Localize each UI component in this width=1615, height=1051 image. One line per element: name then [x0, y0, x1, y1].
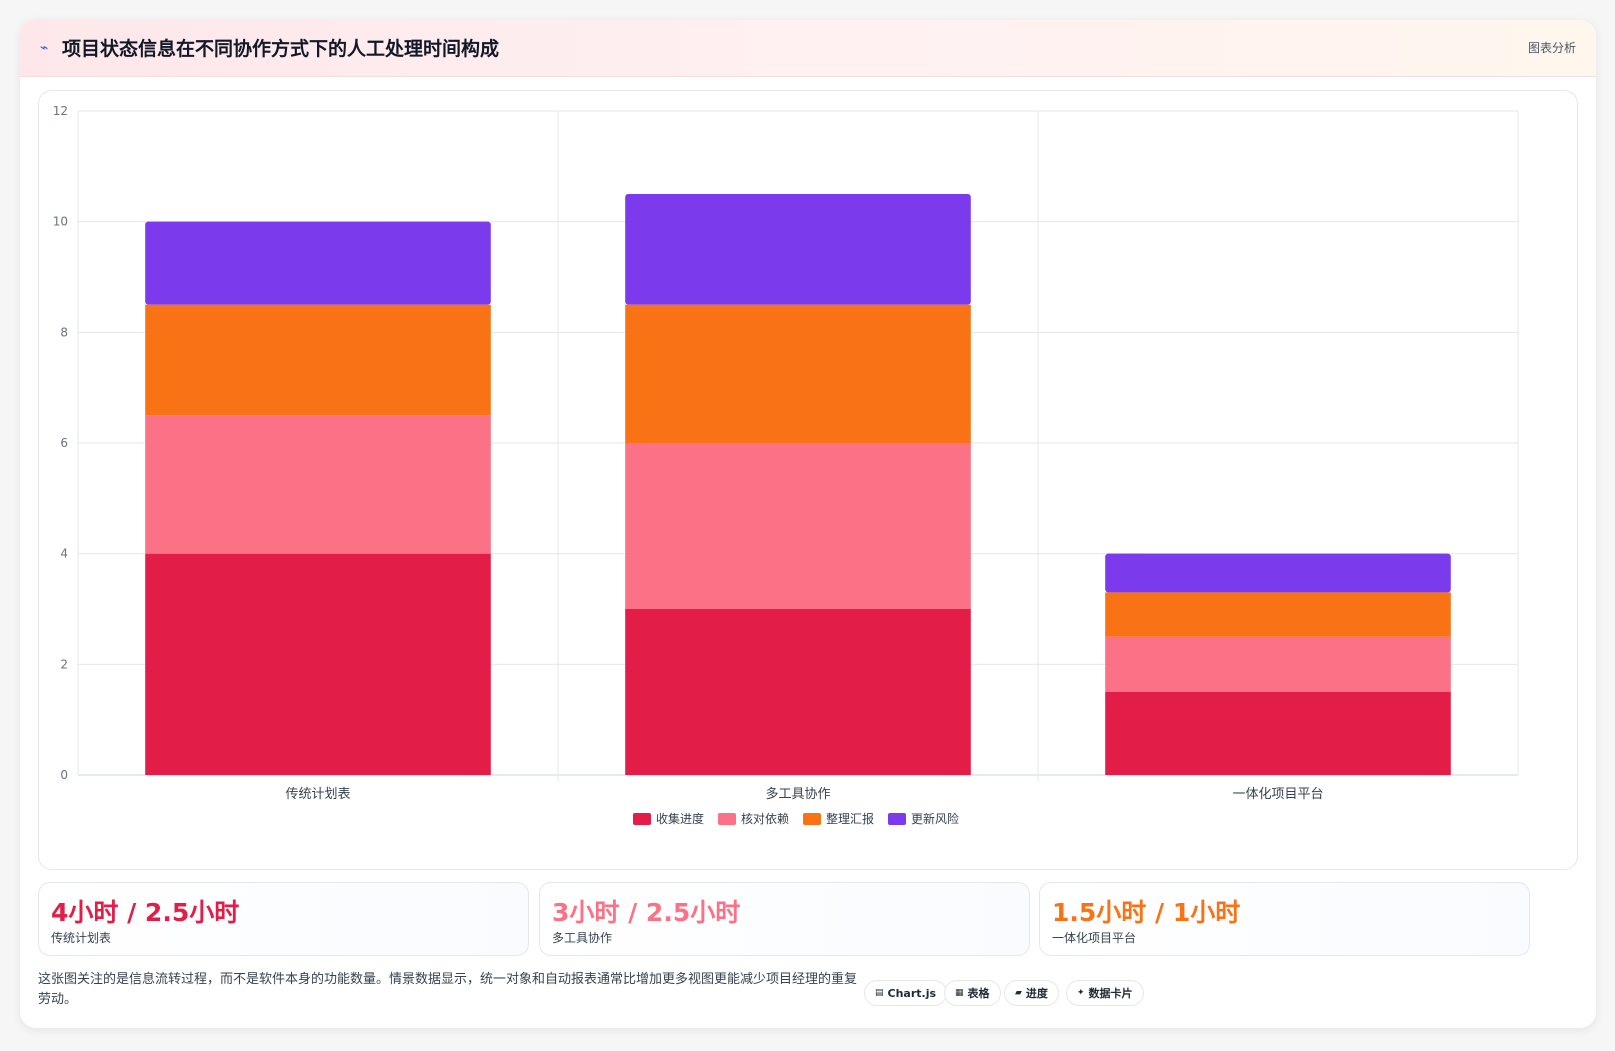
- bar-segment: [145, 221, 491, 305]
- card-header: ⌁ 项目状态信息在不同协作方式下的人工处理时间构成 图表分析: [20, 20, 1596, 77]
- x-tick-label: 多工具协作: [765, 786, 830, 802]
- pill-label: Chart.js: [887, 986, 937, 1000]
- legend-label: 收集进度: [656, 811, 704, 826]
- bar-segment: [625, 609, 971, 775]
- bar-segment: [145, 304, 491, 416]
- bar-segment: [145, 415, 491, 554]
- progress-icon: ▰: [1015, 988, 1022, 998]
- y-tick-label: 10: [53, 215, 68, 229]
- pill-table[interactable]: ▦ 表格: [944, 980, 1001, 1006]
- legend-label: 整理汇报: [826, 811, 874, 826]
- pill-chartjs[interactable]: ▤ Chart.js: [864, 980, 948, 1006]
- y-tick-label: 12: [53, 104, 68, 118]
- pill-label: 进度: [1025, 987, 1048, 1000]
- y-tick-label: 0: [60, 768, 68, 782]
- chart-analysis-tag: 图表分析: [1527, 41, 1576, 55]
- chart-container: 0 2 4 6 8 10 12 传统计划表 多工具协作 一体化项目平台收集进度 核对依赖 整理汇报 更新…: [38, 90, 1578, 870]
- legend-swatch: [803, 813, 821, 825]
- bar-segment: [1105, 592, 1451, 637]
- bar-segment: [1105, 636, 1451, 692]
- sparkle-icon: ✦: [1077, 988, 1085, 998]
- y-tick-label: 6: [60, 436, 68, 450]
- x-tick-label: 传统计划表: [285, 787, 350, 802]
- stat-label: 多工具协作: [552, 931, 613, 945]
- chart-icon: ▤: [875, 988, 884, 998]
- chart-card: ⌁ 项目状态信息在不同协作方式下的人工处理时间构成 图表分析 0 2 4 6 8 10 12…: [20, 20, 1596, 1028]
- bar-segment: [1105, 553, 1451, 593]
- x-tick-label: 一体化项目平台: [1232, 787, 1323, 802]
- page-title: 项目状态信息在不同协作方式下的人工处理时间构成: [62, 38, 500, 60]
- bar-segment: [145, 553, 491, 775]
- y-tick-label: 4: [60, 547, 68, 561]
- table-icon: ▦: [955, 988, 964, 998]
- stat-value: 3小时 / 2.5小时: [552, 898, 741, 927]
- stat-label: 传统计划表: [51, 931, 112, 945]
- y-tick-label: 2: [60, 657, 68, 671]
- stat-value: 4小时 / 2.5小时: [51, 898, 240, 927]
- pill-label: 表格: [967, 987, 990, 1000]
- bar-segment: [1105, 692, 1451, 775]
- bar-segment: [625, 194, 971, 305]
- chart-line-icon: ⌁: [40, 40, 49, 56]
- stat-card-traditional: 4小时 / 2.5小时 传统计划表: [38, 882, 529, 956]
- legend-label: 核对依赖: [741, 811, 789, 826]
- pill-progress[interactable]: ▰ 进度: [1004, 980, 1059, 1006]
- stat-card-integrated: 1.5小时 / 1小时 一体化项目平台: [1039, 882, 1530, 956]
- bar-segment: [625, 443, 971, 609]
- legend-swatch: [718, 813, 736, 825]
- stat-value: 1.5小时 / 1小时: [1052, 898, 1241, 927]
- y-tick-label: 8: [60, 325, 68, 339]
- legend-swatch: [888, 813, 906, 825]
- footer-description: 这张图关注的是信息流转过程，而不是软件本身的功能数量。情景数据显示，统一对象和自…: [38, 972, 858, 1007]
- pill-data-cards[interactable]: ✦ 数据卡片: [1066, 980, 1144, 1006]
- stat-label: 一体化项目平台: [1052, 931, 1137, 945]
- legend-swatch: [633, 813, 651, 825]
- stat-card-multi-tool: 3小时 / 2.5小时 多工具协作: [539, 882, 1030, 956]
- pill-label: 数据卡片: [1088, 987, 1133, 1000]
- legend-label: 更新风险: [911, 811, 959, 826]
- bar-segment: [625, 304, 971, 443]
